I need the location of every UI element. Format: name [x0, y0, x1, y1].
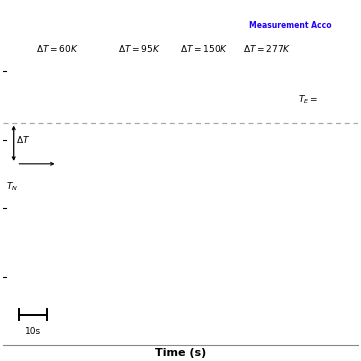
- Text: $T_E =$: $T_E =$: [298, 93, 318, 106]
- Text: $\Delta T = 150K$: $\Delta T = 150K$: [180, 43, 229, 54]
- Text: $\Delta T = 60K$: $\Delta T = 60K$: [36, 43, 78, 54]
- Text: 10s: 10s: [25, 327, 41, 336]
- Text: $\Delta T = 277K$: $\Delta T = 277K$: [243, 43, 292, 54]
- Text: Measurement Acco: Measurement Acco: [249, 21, 331, 30]
- X-axis label: Time (s): Time (s): [155, 348, 206, 358]
- Text: $\Delta T = 95K$: $\Delta T = 95K$: [118, 43, 160, 54]
- Text: $\Delta T$: $\Delta T$: [16, 134, 30, 145]
- Text: $T_N$: $T_N$: [5, 181, 18, 193]
